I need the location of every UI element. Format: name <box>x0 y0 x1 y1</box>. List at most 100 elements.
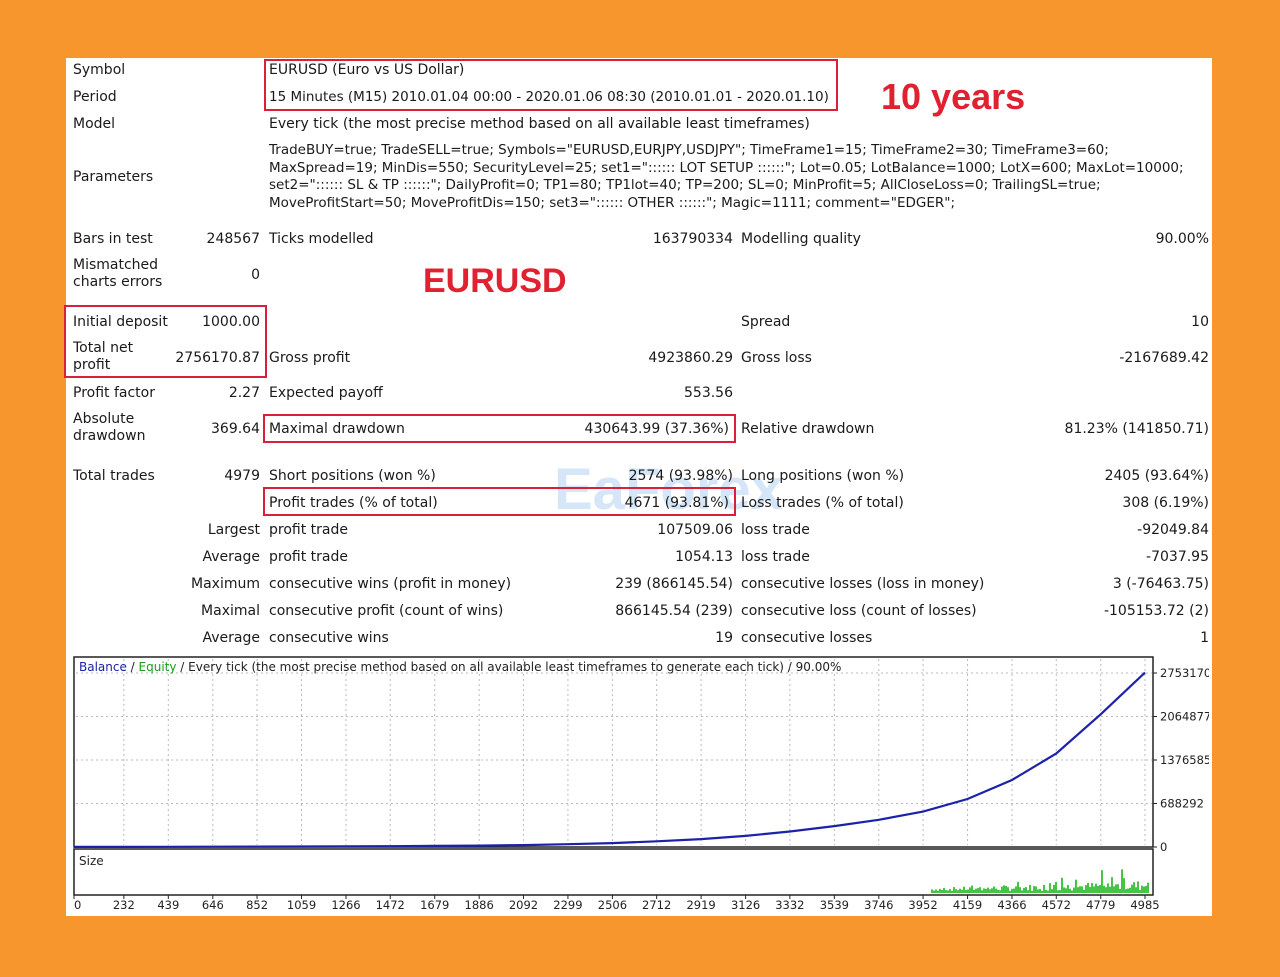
y-tick-label: 2753170 <box>1160 666 1209 680</box>
row-prefix: Average <box>202 630 261 646</box>
quality-label: Modelling quality <box>741 231 861 247</box>
spread-label: Spread <box>741 314 791 330</box>
grossloss-label: Gross loss <box>741 350 812 366</box>
quality-value: 90.00% <box>1155 231 1209 247</box>
netprofit-value: 2756170.87 <box>175 350 260 366</box>
balance-chart: Balance / Equity / Every tick (the most … <box>72 655 1209 911</box>
x-tick-label: 4572 <box>1042 898 1071 911</box>
x-tick-label: 3539 <box>820 898 849 911</box>
x-tick-label: 439 <box>157 898 179 911</box>
reldd-label: Relative drawdown <box>741 421 875 437</box>
row-a-label: profit trade <box>269 549 348 565</box>
ltrades-value: 308 (6.19%) <box>1122 495 1209 511</box>
x-tick-label: 2299 <box>553 898 582 911</box>
strategy-tester-report: Symbol EURUSD (Euro vs US Dollar) Period… <box>64 58 1212 916</box>
size-bars <box>931 869 1149 893</box>
x-tick-label: 1886 <box>465 898 494 911</box>
legend-description: / Every tick (the most precise method ba… <box>176 660 841 674</box>
x-tick-label: 4159 <box>953 898 982 911</box>
row-prefix: Largest <box>207 522 260 538</box>
row-b-value: -7037.95 <box>1146 549 1209 565</box>
pair-annotation: EURUSD <box>423 262 567 300</box>
x-tick-label: 1266 <box>331 898 360 911</box>
main-plot-frame <box>73 656 1154 848</box>
deposit-label: Initial deposit <box>73 314 168 330</box>
grossprofit-label: Gross profit <box>269 350 351 366</box>
y-tick-label: 1376585 <box>1160 753 1209 767</box>
parameters-value: TradeBUY=true; TradeSELL=true; Symbols="… <box>269 142 1184 211</box>
ticks-value: 163790334 <box>652 231 733 247</box>
model-label: Model <box>73 116 116 132</box>
x-tick-label: 4985 <box>1130 898 1159 911</box>
symbol-value: EURUSD (Euro vs US Dollar) <box>269 62 465 78</box>
row-b-label: consecutive loss (count of losses) <box>741 603 977 619</box>
row-prefix: Average <box>202 549 261 565</box>
deposit-netprofit-highlight <box>64 305 267 378</box>
short-label: Short positions (won %) <box>269 468 436 484</box>
row-b-value: -92049.84 <box>1137 522 1209 538</box>
row-b-label: consecutive losses (loss in money) <box>741 576 985 592</box>
x-tick-label: 232 <box>113 898 135 911</box>
x-tick-label: 3126 <box>731 898 760 911</box>
maxdd-highlight <box>263 414 736 443</box>
grossprofit-value: 4923860.29 <box>648 350 733 366</box>
x-tick-label: 1472 <box>376 898 405 911</box>
legend-balance: Balance <box>79 660 127 674</box>
period-label: Period <box>73 89 117 105</box>
mismatch-value: 0 <box>251 267 260 283</box>
trades-label: Total trades <box>73 468 155 484</box>
row-a-label: consecutive profit (count of wins) <box>269 603 504 619</box>
chart-legend: Balance / Equity / Every tick (the most … <box>79 660 841 674</box>
legend-equity: Equity <box>139 660 177 674</box>
mismatch-label: Mismatched charts errors <box>73 257 163 290</box>
ticks-label: Ticks modelled <box>269 231 374 247</box>
x-tick-label: 1679 <box>420 898 449 911</box>
row-a-value: 1054.13 <box>675 549 733 565</box>
ptrades-highlight <box>263 487 736 516</box>
x-tick-label: 3952 <box>908 898 937 911</box>
x-tick-label: 3746 <box>864 898 893 911</box>
bars-label: Bars in test <box>73 231 153 247</box>
chart-background <box>72 655 1209 911</box>
netprofit-label: Total net profit <box>73 340 134 373</box>
model-value: Every tick (the most precise method base… <box>269 116 810 132</box>
row-a-value: 19 <box>715 630 733 646</box>
row-a-value: 239 (866145.54) <box>615 576 733 592</box>
payoff-value: 553.56 <box>684 385 733 401</box>
long-label: Long positions (won %) <box>741 468 905 484</box>
symbol-period-highlight <box>264 59 838 111</box>
spread-value: 10 <box>1191 314 1209 330</box>
row-a-value: 107509.06 <box>657 522 733 538</box>
reldd-value: 81.23% (141850.71) <box>1064 421 1209 437</box>
x-tick-label: 4366 <box>997 898 1026 911</box>
x-axis-ticks: 0 232 439 646 852 1059 1266 1472 1679 1886 2092 229… <box>73 895 1160 911</box>
legend-separator: / <box>127 660 139 674</box>
row-a-value: 866145.54 (239) <box>615 603 733 619</box>
absdd-value: 369.64 <box>211 421 260 437</box>
maxdd-label: Maximal drawdown <box>269 421 405 437</box>
x-tick-label: 1059 <box>287 898 316 911</box>
long-value: 2405 (93.64%) <box>1104 468 1209 484</box>
row-b-value: 1 <box>1200 630 1209 646</box>
x-tick-label: 3332 <box>775 898 804 911</box>
size-plot-frame <box>73 848 1154 896</box>
bars-value: 248567 <box>206 231 260 247</box>
symbol-label: Symbol <box>73 62 126 78</box>
row-a-label: profit trade <box>269 522 348 538</box>
row-b-label: consecutive losses <box>741 630 873 646</box>
x-tick-label: 852 <box>246 898 268 911</box>
trades-value: 4979 <box>224 468 260 484</box>
x-tick-label: 646 <box>202 898 224 911</box>
y-tick-label: 2064877 <box>1160 710 1209 724</box>
x-tick-label: 2092 <box>509 898 538 911</box>
row-b-label: loss trade <box>741 522 810 538</box>
x-tick-label: 4779 <box>1086 898 1115 911</box>
balance-series-line <box>74 671 1146 848</box>
row-b-value: 3 (-76463.75) <box>1112 576 1209 592</box>
y-tick-label: 0 <box>1160 840 1167 854</box>
size-label: Size <box>79 854 104 868</box>
row-a-label: consecutive wins (profit in money) <box>269 576 512 592</box>
row-prefix: Maximal <box>201 603 260 619</box>
deposit-value: 1000.00 <box>202 314 260 330</box>
x-tick-label: 2712 <box>642 898 671 911</box>
